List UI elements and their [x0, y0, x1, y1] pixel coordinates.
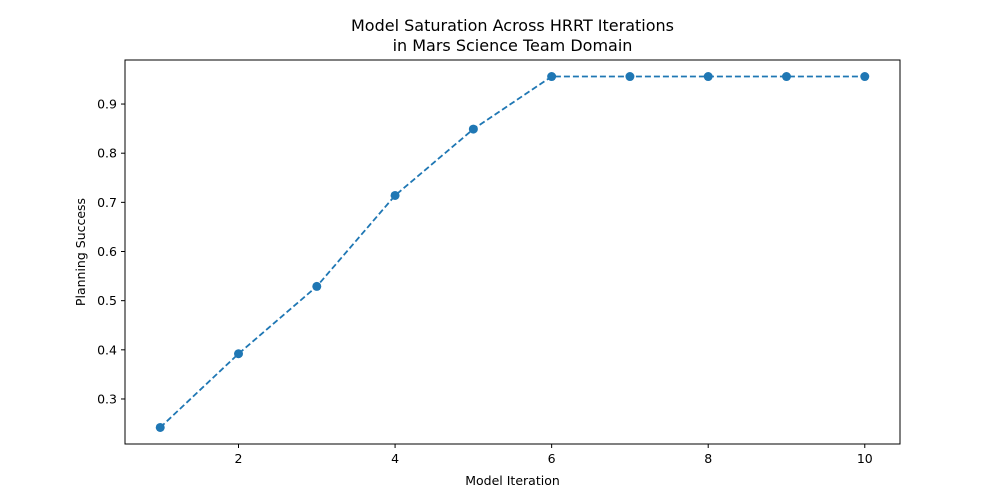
plot-frame: [124, 59, 901, 445]
x-tick-label: 8: [704, 451, 712, 466]
x-tick-label: 6: [548, 451, 556, 466]
data-point: [703, 72, 713, 82]
y-tick-label: 0.8: [97, 146, 117, 161]
chart-title-line-1: Model Saturation Across HRRT Iterations: [351, 16, 674, 35]
y-axis-label: Planning Success: [73, 198, 88, 306]
data-point: [625, 72, 635, 82]
x-tick-label: 2: [235, 451, 243, 466]
data-point: [468, 124, 478, 134]
y-tick-label: 0.3: [97, 391, 117, 406]
data-point: [155, 422, 165, 432]
y-tick-label: 0.9: [97, 97, 117, 112]
data-point: [234, 349, 244, 359]
x-axis-label: Model Iteration: [465, 473, 560, 488]
x-tick-label: 10: [857, 451, 873, 466]
ticks-layer: 2 4 6 8 10 0.3 0.4 0.5 0.6 0.7 0.8 0.9: [97, 97, 873, 466]
data-point: [781, 72, 791, 82]
data-point: [312, 281, 322, 291]
y-tick-label: 0.6: [97, 244, 117, 259]
plot-area: [125, 60, 900, 444]
data-point: [547, 72, 557, 82]
x-tick-label: 4: [391, 451, 399, 466]
chart-title-line-2: in Mars Science Team Domain: [393, 36, 633, 55]
y-tick-label: 0.5: [97, 293, 117, 308]
series-line: [159, 75, 865, 429]
y-tick-label: 0.7: [97, 195, 117, 210]
data-point: [390, 190, 400, 200]
y-tick-label: 0.4: [97, 342, 117, 357]
series-layer: [155, 72, 870, 432]
data-point: [860, 72, 870, 82]
